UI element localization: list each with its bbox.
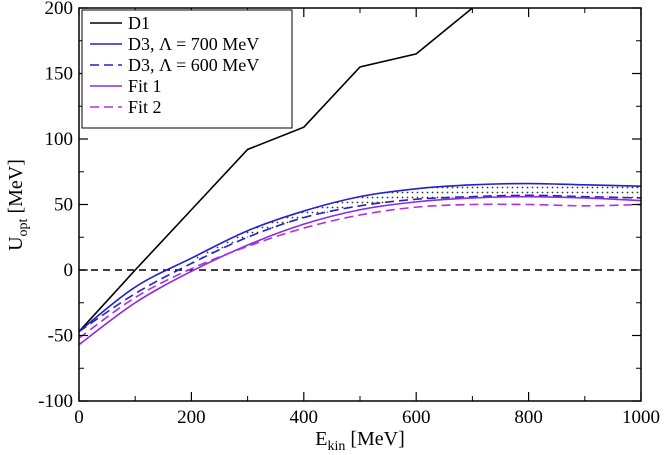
x-tick-label: 400 (290, 407, 319, 428)
x-tick-label: 200 (177, 407, 206, 428)
y-tick-label: 50 (54, 195, 73, 216)
y-tick-label: 200 (45, 0, 74, 19)
axis-ticks (78, 7, 642, 402)
series-line-1 (79, 8, 473, 333)
legend-label: Fit 1 (128, 76, 162, 96)
series-line-4 (79, 195, 641, 346)
legend-label: Fit 2 (128, 97, 162, 117)
x-tick-label: 1000 (622, 407, 660, 428)
y-axis-label: Uopt [MeV] (5, 159, 31, 251)
y-tick-label: -50 (48, 326, 73, 347)
series-layer (79, 8, 641, 346)
legend-box (81, 9, 293, 129)
legend-label: D1 (128, 13, 150, 33)
y-tick-label: 0 (64, 260, 74, 281)
x-tick-label: 800 (514, 407, 543, 428)
uncertainty-band (191, 183, 641, 264)
band-fill (191, 183, 641, 264)
x-tick-label: 600 (402, 407, 431, 428)
y-tick-label: 150 (45, 64, 74, 85)
y-tick-label: -100 (38, 391, 73, 412)
series-line-3 (79, 194, 641, 333)
legend-label: D3, Λ = 700 MeV (128, 34, 259, 54)
x-axis-label: Ekin [MeV] (315, 428, 405, 454)
legend-label: D3, Λ = 600 MeV (128, 55, 259, 75)
x-tick-label: 0 (74, 407, 84, 428)
tick-labels: 0 200 400 600 800 1000 -100 -50 0 50 100 150 200 (38, 0, 660, 428)
y-tick-label: 100 (45, 129, 74, 150)
series-line-2 (79, 182, 641, 333)
series-line-5 (79, 203, 641, 339)
